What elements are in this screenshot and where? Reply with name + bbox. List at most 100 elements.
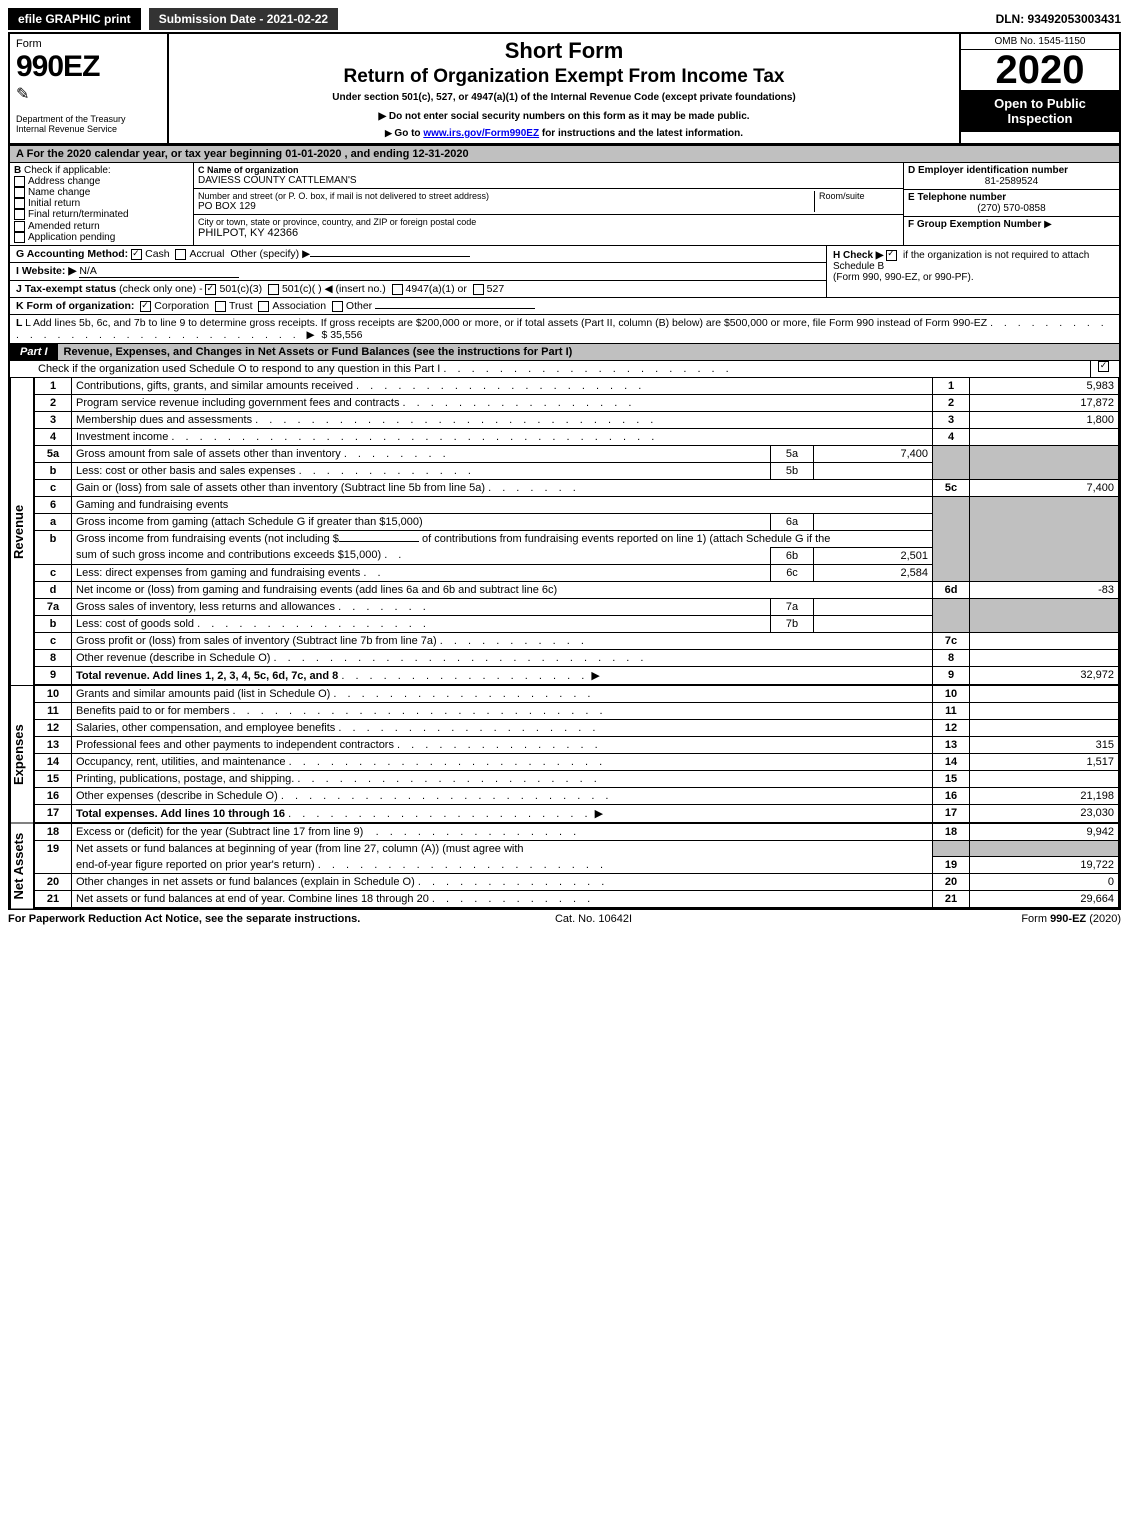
l-txt: L Add lines 5b, 6c, and 7b to line 9 to … [25,317,987,329]
short-form-title: Short Form [177,38,951,64]
tax-year: 2020 [961,50,1119,90]
line-14: 14Occupancy, rent, utilities, and mainte… [35,753,1119,770]
j-note: (check only one) - [119,283,202,295]
chk-other-org[interactable] [332,301,343,312]
d-lbl: D Employer identification number [908,165,1115,176]
expenses-section: Expenses 10Grants and similar amounts pa… [10,685,1119,823]
footer: For Paperwork Reduction Act Notice, see … [8,910,1121,925]
h-sub: (Form 990, 990-EZ, or 990-PF). [833,272,974,283]
line-j: J Tax-exempt status (check only one) - 5… [10,280,826,297]
chk-accrual[interactable] [175,249,186,260]
chk-527[interactable] [473,284,484,295]
under-section: Under section 501(c), 527, or 4947(a)(1)… [177,92,951,103]
ein: 81-2589524 [908,176,1115,187]
chk-initial[interactable] [14,198,25,209]
footer-left: For Paperwork Reduction Act Notice, see … [8,913,360,925]
e-lbl: E Telephone number [908,192,1115,203]
col-d: D Employer identification number 81-2589… [903,163,1119,245]
revenue-side-label: Revenue [10,377,34,685]
g-cash: Cash [145,248,170,260]
chk-schedule-o[interactable] [1098,361,1109,372]
j-o4: 527 [487,283,505,295]
line-i: I Website: ▶ N/A [10,262,826,280]
top-bar: efile GRAPHIC print Submission Date - 20… [8,8,1121,30]
b-title: Check if applicable: [24,165,111,176]
chk-amended[interactable] [14,221,25,232]
b-name: Name change [28,187,90,198]
line-16: 16Other expenses (describe in Schedule O… [35,787,1119,804]
footer-right: Form 990-EZ (2020) [1021,913,1121,925]
chk-501c[interactable] [268,284,279,295]
k-o4: Other [346,300,372,312]
line-9: 9Total revenue. Add lines 1, 2, 3, 4, 5c… [35,666,1119,684]
expenses-table: 10Grants and similar amounts paid (list … [34,685,1119,823]
f-tri: ▶ [1044,219,1052,230]
l-val: $ 35,556 [322,329,363,341]
g-accr: Accrual [189,248,224,260]
b-addr: Address change [28,176,100,187]
return-title: Return of Organization Exempt From Incom… [177,66,951,88]
line-h: H Check ▶ if the organization is not req… [826,246,1119,297]
k-o2: Trust [229,300,253,312]
line-2: 2Program service revenue including gover… [35,394,1119,411]
open-public: Open to Public Inspection [961,90,1119,132]
line-20: 20Other changes in net assets or fund ba… [35,874,1119,891]
b-amend: Amended return [28,221,100,232]
chk-trust[interactable] [215,301,226,312]
c-name-lbl: C Name of organization [198,165,899,175]
chk-final[interactable] [14,209,25,220]
dln-label: DLN: 93492053003431 [996,12,1121,26]
line-g: G Accounting Method: Cash Accrual Other … [10,246,826,262]
p1-chk-dots: . . . . . . . . . . . . . . . . . . . . … [443,363,732,375]
room-lbl: Room/suite [814,191,899,212]
chk-corp[interactable] [140,301,151,312]
expenses-side-label: Expenses [10,685,34,823]
b-final: Final return/terminated [28,210,129,221]
line-5c: cGain or (loss) from sale of assets othe… [35,479,1119,496]
line-8: 8Other revenue (describe in Schedule O) … [35,649,1119,666]
line-19b: end-of-year figure reported on prior yea… [35,857,1119,874]
org-city: PHILPOT, KY 42366 [198,227,899,239]
chk-4947[interactable] [392,284,403,295]
k-o3: Association [272,300,326,312]
line-4: 4Investment income . . . . . . . . . . .… [35,428,1119,445]
org-addr: PO BOX 129 [198,201,814,212]
line-3: 3Membership dues and assessments . . . .… [35,411,1119,428]
line-a: A For the 2020 calendar year, or tax yea… [10,145,1119,162]
line-10: 10Grants and similar amounts paid (list … [35,685,1119,702]
line-13: 13Professional fees and other payments t… [35,736,1119,753]
chk-pending[interactable] [14,232,25,243]
line-21: 21Net assets or fund balances at end of … [35,891,1119,908]
netassets-section: Net Assets 18Excess or (deficit) for the… [10,823,1119,909]
form-number: 990EZ [16,50,161,84]
line-11: 11Benefits paid to or for members . . . … [35,702,1119,719]
form-header: Form 990EZ ✎ Department of the Treasury … [10,34,1119,145]
line-15: 15Printing, publications, postage, and s… [35,770,1119,787]
line-17: 17Total expenses. Add lines 10 through 1… [35,804,1119,822]
chk-cash[interactable] [131,249,142,260]
line-1: 1Contributions, gifts, grants, and simil… [35,377,1119,394]
goto-post: for instructions and the latest informat… [539,128,743,139]
chk-address[interactable] [14,176,25,187]
efile-print-button[interactable]: efile GRAPHIC print [8,8,141,30]
b-pend: Application pending [28,232,115,243]
revenue-section: Revenue 1Contributions, gifts, grants, a… [10,377,1119,685]
website: N/A [79,265,239,278]
g-other: Other (specify) ▶ [230,248,310,260]
netassets-side-label: Net Assets [10,823,34,909]
submission-date-button[interactable]: Submission Date - 2021-02-22 [149,8,338,30]
netassets-table: 18Excess or (deficit) for the year (Subt… [34,823,1119,909]
chk-assoc[interactable] [258,301,269,312]
chk-h[interactable] [886,250,897,261]
revenue-table: 1Contributions, gifts, grants, and simil… [34,377,1119,685]
chk-501c3[interactable] [205,284,216,295]
irs-link[interactable]: www.irs.gov/Form990EZ [423,128,539,139]
h-lbl: H Check ▶ [833,250,883,261]
col-b: B Check if applicable: Address change Na… [10,163,194,245]
form-word: Form [16,38,161,50]
chk-name[interactable] [14,187,25,198]
ssn-warning: Do not enter social security numbers on … [177,111,951,122]
line-7a: 7aGross sales of inventory, less returns… [35,598,1119,615]
c-addr-lbl: Number and street (or P. O. box, if mail… [198,191,814,201]
c-city-lbl: City or town, state or province, country… [198,217,899,227]
